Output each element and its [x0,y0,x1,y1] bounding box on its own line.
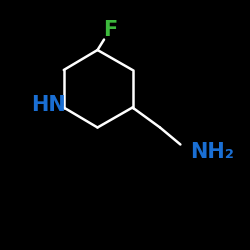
Text: HN: HN [32,95,66,115]
Text: NH₂: NH₂ [190,142,234,163]
Text: F: F [103,20,117,40]
